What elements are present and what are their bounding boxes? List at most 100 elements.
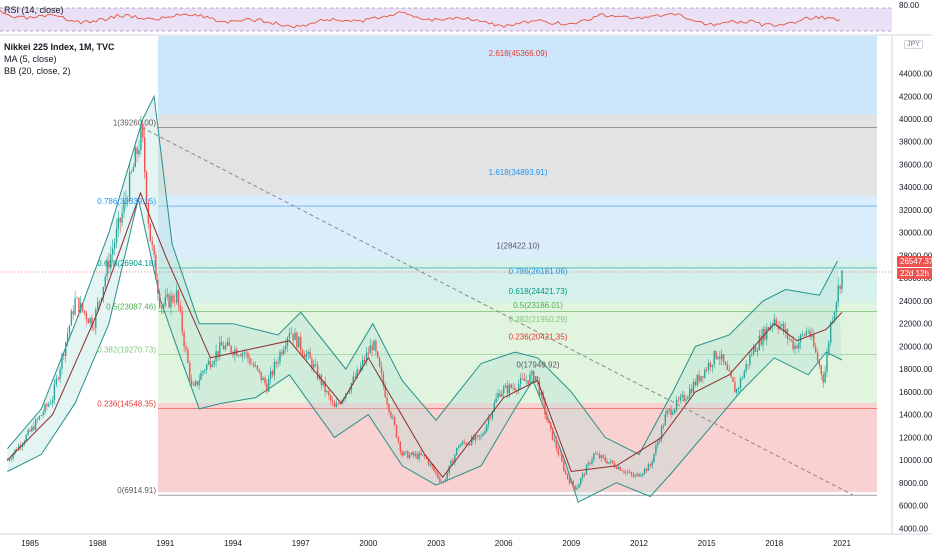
- candle: [112, 239, 114, 263]
- candle: [405, 451, 407, 455]
- candle: [264, 375, 266, 387]
- candle: [89, 317, 91, 327]
- candle: [632, 471, 635, 478]
- candle: [813, 329, 815, 349]
- countdown-tag: 22d 12h: [897, 268, 932, 279]
- candle: [713, 350, 715, 369]
- candle: [271, 369, 274, 378]
- candle: [298, 336, 300, 348]
- y-tick-label: 42000.00: [899, 92, 932, 101]
- candle: [469, 443, 471, 447]
- candle: [326, 389, 328, 394]
- candle: [818, 358, 821, 369]
- candle: [300, 332, 302, 355]
- candle: [437, 471, 439, 480]
- candle: [330, 393, 332, 405]
- candle: [578, 483, 580, 488]
- candle: [576, 485, 578, 490]
- candle: [211, 360, 213, 368]
- candle: [809, 327, 811, 340]
- candle: [816, 348, 819, 363]
- candle: [798, 336, 800, 354]
- candle: [621, 469, 623, 472]
- candle: [581, 472, 584, 481]
- candle: [164, 289, 166, 308]
- candle: [790, 338, 792, 343]
- candle: [707, 359, 710, 375]
- candle: [683, 391, 685, 403]
- chart-title[interactable]: Nikkei 225 Index, 1M, TVC: [4, 42, 115, 52]
- candle: [95, 306, 97, 335]
- fib-label: 0.786(32339.15): [97, 197, 156, 206]
- candle: [121, 205, 123, 227]
- candle: [533, 369, 535, 382]
- y-tick-label: 28000.00: [899, 251, 932, 260]
- candle: [604, 454, 606, 463]
- candle: [380, 361, 383, 379]
- candle: [643, 467, 646, 476]
- candle: [574, 485, 576, 492]
- candle: [198, 374, 200, 390]
- candle: [638, 473, 640, 477]
- candle: [794, 341, 796, 355]
- candle: [275, 359, 277, 369]
- candle: [189, 360, 191, 386]
- candle: [190, 374, 193, 387]
- bb-label[interactable]: BB (20, close, 2): [4, 66, 71, 76]
- candle: [717, 355, 719, 360]
- candle: [303, 351, 306, 358]
- candle: [653, 453, 655, 464]
- candle: [279, 349, 281, 366]
- time-axis[interactable]: 1985 1988 1991 1994 1997 2000 2003 2006 2009 2012…: [21, 539, 851, 548]
- candle: [796, 344, 798, 350]
- candle: [788, 335, 791, 342]
- candle: [384, 381, 386, 399]
- candle: [200, 369, 202, 381]
- candle: [799, 333, 802, 350]
- candle: [728, 364, 730, 372]
- candle: [668, 408, 670, 415]
- candle: [595, 450, 597, 455]
- candle: [140, 116, 142, 155]
- ma-label[interactable]: MA (5, close): [4, 54, 57, 64]
- price-axis[interactable]: 4000.00 6000.00 8000.00 10000.00 12000.00 140…: [899, 70, 932, 534]
- trend-line[interactable]: [141, 126, 854, 496]
- currency-unit-button[interactable]: JPY: [904, 40, 923, 49]
- fib-zone-red: [158, 403, 877, 492]
- fib-label: 1(28422.10): [496, 242, 539, 251]
- candle: [412, 450, 415, 459]
- rsi-label[interactable]: RSI (14, close): [4, 5, 64, 15]
- candle: [42, 409, 44, 419]
- candle: [514, 383, 516, 393]
- candle: [183, 329, 185, 353]
- candle: [801, 331, 804, 338]
- fib-label: 0.236(14548.35): [97, 399, 156, 408]
- candle: [486, 423, 488, 433]
- candle: [286, 336, 289, 353]
- candle: [153, 244, 155, 259]
- candle: [781, 323, 783, 329]
- candle: [719, 350, 721, 366]
- candle: [307, 349, 309, 360]
- fib-label: 0.618(24421.73): [509, 287, 568, 296]
- candle: [489, 416, 492, 421]
- x-tick-label: 2003: [427, 539, 445, 548]
- candle: [523, 372, 525, 381]
- candle: [659, 436, 661, 444]
- candle: [749, 350, 751, 369]
- y-tick-label: 18000.00: [899, 365, 932, 374]
- candle: [627, 469, 629, 475]
- candle: [262, 376, 264, 381]
- candle: [382, 370, 385, 390]
- y-tick-label: 16000.00: [899, 388, 932, 397]
- candle: [741, 376, 744, 380]
- candle: [245, 350, 247, 358]
- y-tick-label: 34000.00: [899, 183, 932, 192]
- candle: [593, 452, 595, 463]
- candle: [444, 478, 447, 483]
- y-tick-label: 10000.00: [899, 456, 932, 465]
- x-tick-label: 2015: [698, 539, 716, 548]
- candle: [753, 343, 755, 357]
- y-tick-label: 4000.00: [899, 524, 928, 533]
